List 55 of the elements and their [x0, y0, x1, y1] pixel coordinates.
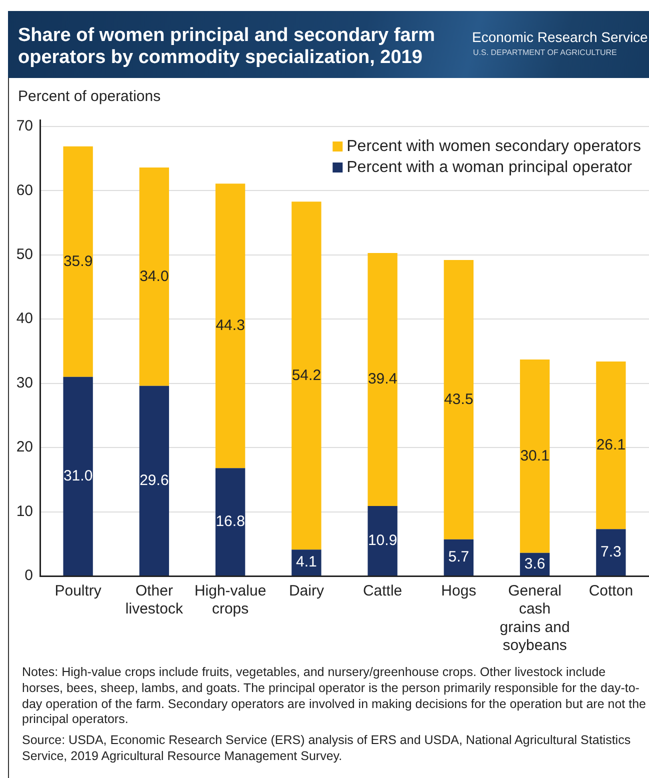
- bar: [596, 529, 626, 576]
- data-label: 5.7: [448, 548, 470, 566]
- data-label: 39.4: [368, 370, 398, 388]
- text: U.S. DEPARTMENT OF AGRICULTURE: [473, 48, 617, 58]
- source-note: Source: USDA, Economic Research Service (ERS) analysis of ERS and USDA, National Agricultural Statistics Service, 2019 Agricultural Resource Management Survey.: [22, 733, 632, 765]
- text: Notes: High-value crops include fruits, vegetables, and nursery/greenhouse crops. Other livestock include horses, bees, sheep, lambs, and goats. The principal operator is the person primarily responsible for the day-to-day operation of the farm. Secondary operators are involved in making decisions for the operation but are not the principal operators.: [22, 665, 647, 728]
- bar: [63, 146, 93, 377]
- text: Economic Research Service: [472, 28, 648, 46]
- bar: [444, 260, 474, 540]
- bar: [368, 252, 398, 506]
- bar: [444, 539, 474, 576]
- x-tick-label: Cattle: [362, 582, 402, 600]
- x-tick-label: Cotton: [588, 582, 634, 600]
- data-label: 26.1: [596, 436, 626, 454]
- y-tick-label: 20: [16, 438, 33, 456]
- y-tick-label: 30: [16, 374, 33, 392]
- y-tick-label: 70: [16, 118, 33, 135]
- x-tick-label: General cash grains and soybeans: [500, 582, 570, 654]
- data-label: 29.6: [140, 472, 169, 489]
- bar: [368, 506, 398, 576]
- y-tick-label: 0: [24, 567, 33, 584]
- x-tick-label: High-value crops: [194, 582, 266, 618]
- bar: [215, 468, 246, 576]
- y-axis-title: Percent of operations: [18, 88, 161, 106]
- data-label: 34.0: [140, 268, 169, 285]
- x-tick-label: Dairy: [288, 582, 324, 600]
- data-label: 16.8: [216, 512, 245, 530]
- x-tick-label: Other livestock: [125, 582, 184, 618]
- bar: [292, 550, 322, 576]
- bar: [596, 361, 626, 530]
- data-label: 31.0: [63, 467, 93, 484]
- legend-label: Percent with women secondary operators: [346, 138, 642, 155]
- y-tick-label: 50: [16, 246, 33, 264]
- bar: [139, 386, 170, 576]
- chart-title: Share of women principal and secondary farm operators by commodity specialization, 2019: [18, 25, 436, 69]
- data-label: 4.1: [296, 554, 317, 571]
- data-label: 3.6: [524, 555, 546, 572]
- bar: [139, 168, 170, 386]
- bar: [520, 360, 550, 553]
- data-label: 43.5: [444, 390, 474, 408]
- data-label: 54.2: [292, 366, 322, 384]
- data-label: 35.9: [63, 252, 93, 270]
- y-tick-label: 40: [16, 310, 33, 328]
- x-tick-label: Poultry: [54, 582, 102, 600]
- bar: [215, 184, 246, 468]
- bar: [63, 376, 93, 576]
- x-tick-label: Hogs: [441, 582, 476, 600]
- y-tick-label: 60: [16, 182, 33, 199]
- legend-label: Percent with a woman principal operator: [346, 158, 633, 176]
- data-label: 7.3: [600, 543, 622, 560]
- data-label: 30.1: [520, 447, 550, 464]
- bar: [292, 202, 322, 550]
- y-tick-label: 10: [16, 502, 33, 520]
- data-label: 10.9: [368, 532, 398, 549]
- data-label: 44.3: [216, 316, 245, 334]
